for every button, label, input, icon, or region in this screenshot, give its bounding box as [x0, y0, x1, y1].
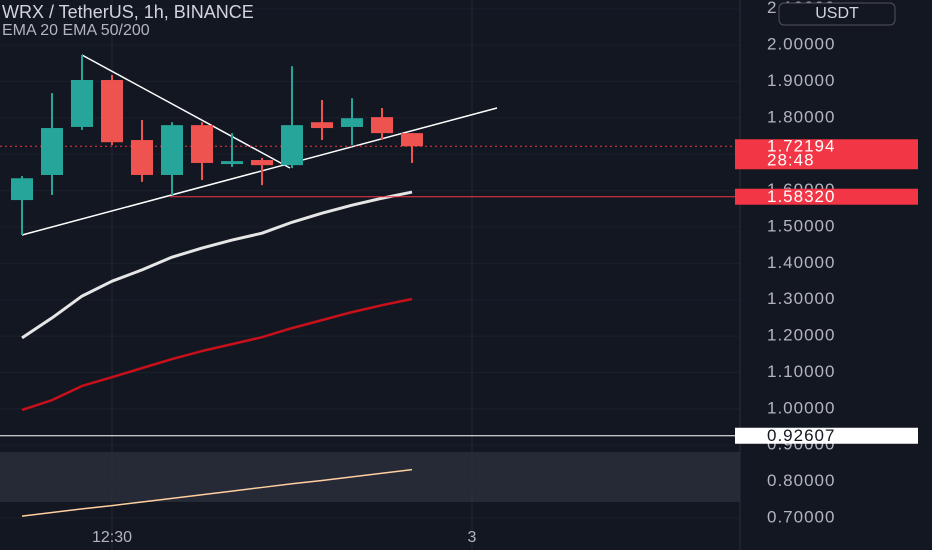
- indicators: [0, 145, 740, 517]
- candle-body: [191, 125, 213, 163]
- zone-rectangle: [0, 452, 740, 502]
- y-tick-label: 0.70000: [767, 507, 835, 526]
- y-tick-label: 0.80000: [767, 471, 835, 490]
- y-tick-label: 1.50000: [767, 216, 835, 235]
- chart-title: WRX / TetherUS, 1h, BINANCE: [2, 2, 254, 22]
- candle-body: [401, 133, 423, 147]
- indicator-legend: EMA 20 EMA 50/200: [2, 22, 150, 39]
- trend-line: [21, 107, 498, 236]
- currency-label[interactable]: USDT: [815, 5, 859, 22]
- candle-body: [251, 160, 273, 166]
- last-price-box: [735, 139, 918, 170]
- candle-body: [341, 118, 363, 127]
- currency-button[interactable]: [778, 2, 896, 26]
- price-line-box: [735, 427, 918, 444]
- candle-body: [11, 178, 33, 201]
- candle-body: [221, 161, 243, 165]
- last-price-label: 1.72194: [767, 137, 835, 156]
- y-tick-label: 1.10000: [767, 362, 835, 381]
- price-line-label: 1.58320: [767, 187, 835, 206]
- countdown-label: 28:48: [767, 151, 815, 170]
- x-tick-label: 3: [468, 529, 477, 546]
- y-tick-label: 1.00000: [767, 398, 835, 417]
- candle-body: [371, 117, 393, 134]
- price-axis: 0.700000.800000.900001.000001.100001.200…: [767, 0, 835, 526]
- ema-line: [21, 468, 413, 517]
- y-tick-label: 1.80000: [767, 107, 835, 126]
- candle-body: [131, 140, 153, 175]
- y-tick-label: 1.20000: [767, 326, 835, 345]
- y-tick-label: 1.30000: [767, 289, 835, 308]
- grid: [111, 0, 473, 550]
- price-line-box: [735, 188, 918, 205]
- y-tick-label: 1.90000: [767, 71, 835, 90]
- y-tick-label: 1.40000: [767, 253, 835, 272]
- candle-body: [101, 80, 123, 143]
- candle-body: [71, 80, 93, 127]
- candle-body: [311, 122, 333, 129]
- candle-body: [161, 125, 183, 175]
- trend-line: [81, 54, 291, 169]
- ema-line: [21, 190, 413, 340]
- x-tick-label: 12:30: [92, 529, 132, 546]
- candle-body: [41, 128, 63, 175]
- candles: [11, 54, 423, 235]
- price-line-label: 0.92607: [767, 426, 835, 445]
- candle-body: [281, 125, 303, 166]
- y-tick-label: 2.00000: [767, 35, 835, 54]
- ema-line: [21, 297, 413, 412]
